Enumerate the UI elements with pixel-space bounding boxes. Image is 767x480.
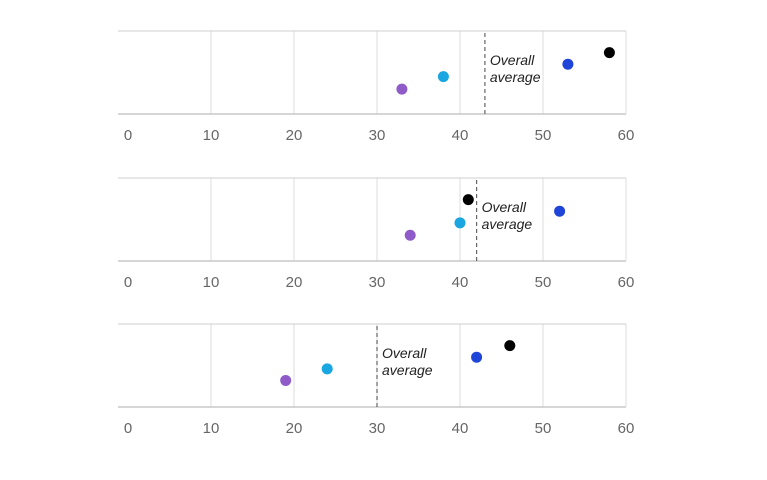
middle-tick-label: 20 [286,274,303,291]
top-tick-label: 60 [618,127,635,144]
bottom-tick-label: 10 [203,420,220,437]
bottom-point-4 [504,340,516,352]
middle-point-2 [454,217,466,229]
bottom-point-1 [280,374,292,386]
top-point-4 [603,47,615,59]
bottom-tick-label: 50 [535,420,552,437]
top-point-1 [396,83,408,95]
bottom-average-label: Overall average [382,345,433,378]
bottom-point-2 [321,363,333,375]
bottom-tick-label: 40 [452,420,469,437]
middle-tick-label: 40 [452,274,469,291]
top-average-label: Overall average [490,52,541,85]
middle-panel: 0 10 20 30 40 50 60 Overall average [118,177,635,291]
top-point-2 [437,71,449,83]
top-tick-label: 0 [124,127,132,144]
middle-average-label-line: average [482,216,533,232]
middle-point-4 [462,194,474,206]
middle-average-label: Overall average [482,199,533,232]
bottom-tick-label: 0 [124,420,132,437]
top-panel: 0 10 20 30 40 50 60 Overall average [118,30,635,144]
middle-tick-label: 0 [124,274,132,291]
middle-average-label-line: Overall [482,199,527,215]
middle-point-1 [404,229,416,241]
middle-tick-label: 10 [203,274,220,291]
top-tick-label: 30 [369,127,386,144]
bottom-average-label-line: Overall [382,345,427,361]
bottom-average-label-line: average [382,362,433,378]
top-tick-label: 20 [286,127,303,144]
bottom-point-3 [471,351,483,363]
top-tick-label: 50 [535,127,552,144]
bottom-tick-label: 30 [369,420,386,437]
top-point-3 [562,58,574,70]
bottom-tick-label: 20 [286,420,303,437]
bottom-tick-label: 60 [618,420,635,437]
middle-tick-label: 50 [535,274,552,291]
bottom-panel: 0 10 20 30 40 50 60 Overall average [118,323,635,437]
middle-tick-label: 30 [369,274,386,291]
top-average-label-line: Overall [490,52,535,68]
top-tick-label: 40 [452,127,469,144]
top-tick-label: 10 [203,127,220,144]
top-average-label-line: average [490,69,541,85]
middle-tick-label: 60 [618,274,635,291]
middle-point-3 [554,205,566,217]
